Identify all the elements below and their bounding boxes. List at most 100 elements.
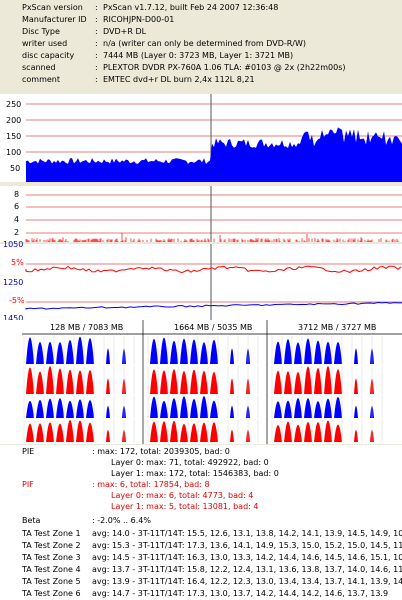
info-row: PxScan version: PxScan v1.7.12, built Feb… [22,3,279,12]
info-label: comment [22,75,61,84]
ta-peak [200,371,208,394]
ta-peak [304,338,312,364]
ta-zone-label: TA Test Zone 3 [22,553,81,562]
ta-peak [210,339,218,364]
info-label: scanned [22,63,56,72]
ta-peak [180,396,188,418]
ta-peak [294,372,302,394]
ta-peak [56,398,64,418]
zone-label: 128 MB / 7083 MB [50,323,124,332]
ta-peak [46,366,54,394]
ta-peak [294,424,302,442]
pif-tick-label: 8 [14,190,20,199]
ta-peak [210,422,218,442]
pif-tick-label: 2 [14,228,20,237]
zone-label: 3712 MB / 3727 MB [298,323,377,332]
pie-summary: : max: 172, total: 2039305, bad: 0 [92,447,230,456]
ta-peak [284,339,292,364]
ta-peak [160,337,168,364]
ta-peak [324,420,332,442]
ta-peak [230,405,234,418]
ta-zone-label: TA Test Zone 6 [22,589,81,598]
ta-peak [324,366,332,394]
ta-peak [230,348,234,364]
ta-peak [274,401,282,418]
ta-peak [324,341,332,364]
pie-tick-label: 250 [6,100,22,109]
ta-peak [106,429,110,442]
pie-chart [26,94,402,182]
ta-zone-label: TA Test Zone 4 [22,565,81,574]
ta-peak [66,400,74,418]
ta-peak [230,378,234,394]
pif-layer1: Layer 1: max: 5, total: 13081, bad: 4 [111,502,259,511]
ta-peak [334,369,342,394]
ta-peak [210,400,218,418]
zone-label: 1664 MB / 5035 MB [174,323,253,332]
ta-zone-value: avg: 14.5 - 3T-11T/14T: 16.3, 13.0, 13.3… [92,553,402,562]
pie-tick-label: 150 [6,132,22,141]
ta-peak [56,342,64,364]
info-value: DVD+R DL [103,27,147,36]
pie-layer1: Layer 1: max: 172, total: 1546383, bad: … [111,469,279,478]
ta-peak [230,429,234,442]
ta-peak [190,423,198,442]
ta-peak [76,336,84,364]
ta-peak [26,423,34,442]
ta-peak [76,399,84,418]
jitter-left-tick: 1050 [3,240,24,249]
ta-peak [36,342,44,364]
ta-peak [46,398,54,418]
info-row: disc capacity:7444 MB (Layer 0: 3723 MB,… [22,51,294,60]
ta-peak [354,378,358,394]
ta-peak [106,405,110,418]
ta-peak [314,340,322,364]
ta-peak [150,369,158,394]
ta-peak [46,341,54,364]
ta-peak [36,423,44,442]
ta-peak [56,423,64,442]
ta-peak [190,369,198,394]
ta-peak [36,399,44,418]
ta-peak [274,370,282,394]
results-panel: PIE : max: 172, total: 2039305, bad: 0 L… [0,445,402,600]
pie-tick-label: 200 [6,116,22,125]
ta-peak [76,370,84,394]
info-label: disc capacity [22,51,75,60]
jitter-left-tick: 1250 [3,278,24,287]
ta-peak [86,422,94,442]
info-row: scanned: PLEXTOR DVDR PX-760A 1.06 TLA: #… [22,63,346,72]
jitter-right-tick: 5% [11,258,24,267]
ta-peak [324,398,332,418]
ta-peak [150,396,158,418]
ta-peak [106,378,110,394]
ta-peak [160,370,168,394]
ta-peak [36,371,44,394]
ta-peak [354,348,358,364]
ta-peak [26,367,34,394]
ta-peak [150,338,158,364]
ta-peak [180,338,188,364]
disc-info-panel: PxScan version: PxScan v1.7.12, built Feb… [0,0,402,88]
info-row: comment: EMTEC dvd+r DL burn 2,4x 112L 8,… [22,75,255,84]
ta-peak [334,397,342,418]
ta-peak [284,421,292,442]
pif-tick-label: 4 [14,215,20,224]
ta-peak [160,400,168,418]
ta-peak [106,348,110,364]
pie-layer0: Layer 0: max: 71, total: 492922, bad: 0 [111,458,269,467]
ta-peak [170,420,178,442]
ta-peak [304,422,312,442]
ta-peak [86,338,94,364]
beta-label: Beta [22,516,41,525]
ta-peak [354,405,358,418]
ta-peak [160,421,168,442]
ta-peak [26,337,34,364]
ta-zone-value: avg: 13.9 - 3T-11T/14T: 16.4, 12.2, 12.3… [92,577,402,586]
info-value: EMTEC dvd+r DL burn 2,4x 112L 8,21 [103,75,255,84]
ta-zone-label: TA Test Zone 5 [22,577,81,586]
ta-peak [354,429,358,442]
info-value: n/a (writer can only be determined from … [103,39,307,48]
pif-chart-panel: 8 6 4 2 [0,186,402,242]
ta-peak [190,339,198,364]
